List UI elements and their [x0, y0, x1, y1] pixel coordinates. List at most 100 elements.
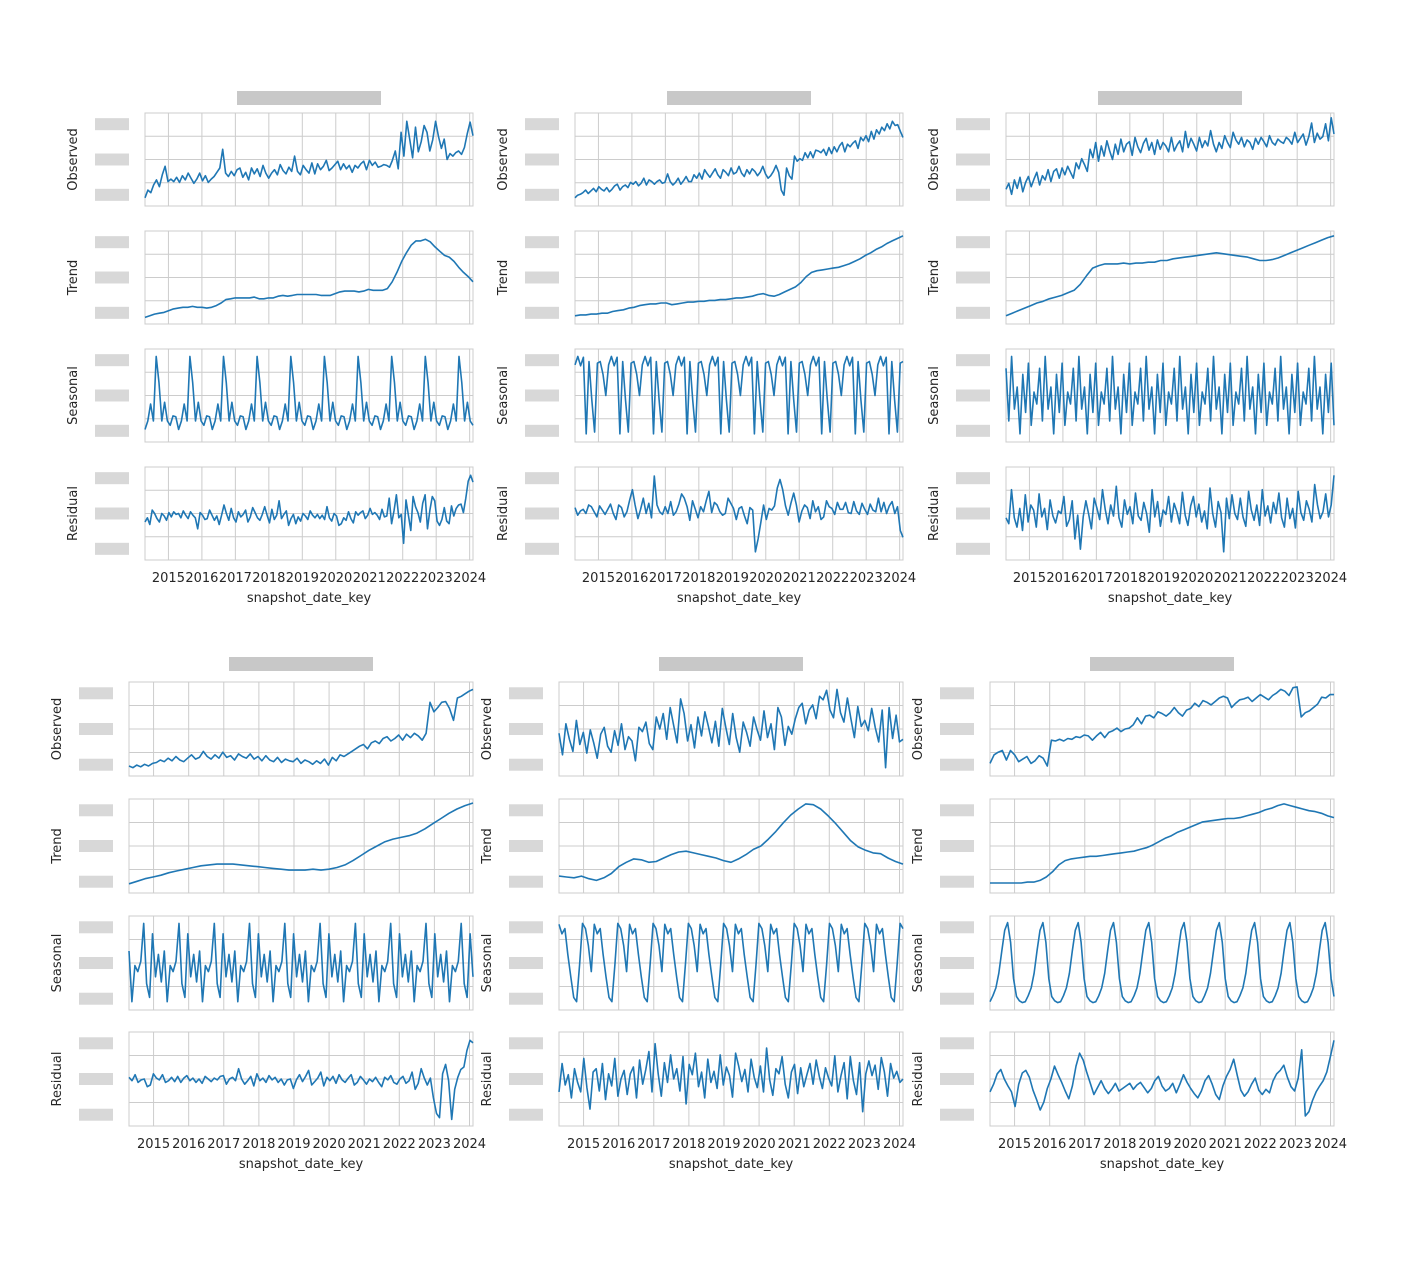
y-tick-label-redacted — [525, 118, 559, 131]
panel-residual: Residual — [496, 466, 904, 561]
y-tick-label-redacted — [79, 804, 113, 817]
panel-frame — [989, 798, 1335, 894]
x-tick-label: 2019 — [1147, 571, 1180, 586]
x-tick-label: 2021 — [783, 571, 816, 586]
panel-frame — [558, 915, 904, 1011]
x-tick-label: 2018 — [242, 1137, 275, 1152]
x-tick-label: 2021 — [778, 1137, 811, 1152]
panel-observed: Observed — [480, 681, 904, 777]
x-tick-label: 2017 — [649, 571, 682, 586]
y-tick-label-redacted — [509, 992, 543, 1005]
y-axis-label: Seasonal — [480, 934, 495, 993]
chart-title-redacted — [659, 657, 803, 671]
x-axis-label: snapshot_date_key — [677, 591, 802, 606]
y-tick-label-redacted — [79, 758, 113, 771]
x-tick-label: 2024 — [883, 1137, 916, 1152]
series-line-residual — [1005, 475, 1335, 553]
y-tick-label-redacted — [509, 687, 543, 700]
x-tick-label: 2018 — [672, 1137, 705, 1152]
panel-frame — [128, 1031, 474, 1127]
y-tick-label-redacted — [509, 1073, 543, 1085]
y-axis-label: Observed — [927, 128, 942, 191]
y-tick-label-redacted — [940, 1037, 974, 1050]
y-tick-label-redacted — [956, 306, 990, 319]
y-tick-label-redacted — [940, 1073, 974, 1085]
y-tick-label-redacted — [79, 723, 113, 735]
y-tick-label-redacted — [79, 840, 113, 852]
panel-frame — [1005, 466, 1335, 561]
x-tick-label: 2017 — [1068, 1137, 1101, 1152]
x-tick-label: 2020 — [1174, 1137, 1207, 1152]
y-axis-label: Trend — [66, 260, 81, 297]
series-line-residual — [144, 474, 474, 545]
y-tick-label-redacted — [525, 354, 559, 367]
y-tick-label-redacted — [525, 472, 559, 485]
x-tick-label: 2023 — [850, 571, 883, 586]
x-tick-label: 2024 — [1314, 1137, 1347, 1152]
panel-seasonal: Seasonal — [927, 348, 1335, 443]
y-tick-label-redacted — [95, 472, 129, 485]
y-tick-label-redacted — [956, 472, 990, 485]
x-tick-label: 2019 — [716, 571, 749, 586]
y-axis-label: Residual — [50, 1052, 65, 1107]
panel-frame — [144, 230, 474, 325]
y-tick-label-redacted — [956, 188, 990, 201]
chart-title-redacted — [1090, 657, 1234, 671]
chart-title-redacted — [1098, 91, 1242, 105]
y-axis-label: Seasonal — [911, 934, 926, 993]
y-axis-label: Trend — [911, 828, 926, 865]
panel-trend: Trend — [480, 798, 904, 894]
panel-seasonal: Seasonal — [66, 348, 474, 443]
y-tick-label-redacted — [95, 424, 129, 437]
y-tick-label-redacted — [956, 389, 990, 402]
y-axis-label: Residual — [927, 486, 942, 541]
y-tick-label-redacted — [940, 1108, 974, 1121]
x-tick-label: 2023 — [1279, 1137, 1312, 1152]
panel-residual: Residual — [927, 466, 1335, 561]
x-tick-label: 2022 — [816, 571, 849, 586]
x-tick-label: 2019 — [707, 1137, 740, 1152]
y-tick-label-redacted — [79, 1037, 113, 1050]
y-axis-label: Trend — [496, 260, 511, 297]
x-tick-label: 2015 — [567, 1137, 600, 1152]
series-line-residual — [574, 475, 904, 553]
panel-frame — [128, 681, 474, 777]
y-tick-label-redacted — [79, 1108, 113, 1121]
panel-frame — [574, 230, 904, 325]
panel-observed: Observed — [66, 112, 474, 207]
y-tick-label-redacted — [509, 804, 543, 817]
panel-frame — [989, 1031, 1335, 1127]
x-tick-label: 2023 — [418, 1137, 451, 1152]
y-axis-label: Observed — [480, 698, 495, 761]
chart-title-redacted — [667, 91, 811, 105]
panel-frame — [989, 681, 1335, 777]
y-axis-label: Residual — [911, 1052, 926, 1107]
y-tick-label-redacted — [79, 957, 113, 969]
x-tick-label: 2021 — [1214, 571, 1247, 586]
panel-residual: Residual — [911, 1031, 1335, 1127]
x-tick-label: 2015 — [998, 1137, 1031, 1152]
series-line-seasonal — [989, 921, 1335, 1004]
y-tick-label-redacted — [956, 542, 990, 555]
x-axis-label: snapshot_date_key — [247, 591, 372, 606]
y-tick-label-redacted — [940, 687, 974, 700]
y-axis-label: Residual — [480, 1052, 495, 1107]
x-tick-label: 2017 — [219, 571, 252, 586]
y-tick-label-redacted — [956, 236, 990, 249]
y-tick-label-redacted — [95, 542, 129, 555]
x-tick-label: 2024 — [453, 1137, 486, 1152]
y-tick-label-redacted — [509, 723, 543, 735]
x-tick-label: 2023 — [848, 1137, 881, 1152]
x-axis-label: snapshot_date_key — [239, 1157, 364, 1172]
x-axis-label: snapshot_date_key — [1100, 1157, 1225, 1172]
y-tick-label-redacted — [525, 188, 559, 201]
x-tick-label: 2020 — [749, 571, 782, 586]
series-line-observed — [128, 688, 474, 769]
x-tick-label: 2021 — [348, 1137, 381, 1152]
y-tick-label-redacted — [525, 306, 559, 319]
x-tick-label: 2016 — [1046, 571, 1079, 586]
series-line-residual — [989, 1040, 1335, 1117]
x-tick-label: 2015 — [137, 1137, 170, 1152]
